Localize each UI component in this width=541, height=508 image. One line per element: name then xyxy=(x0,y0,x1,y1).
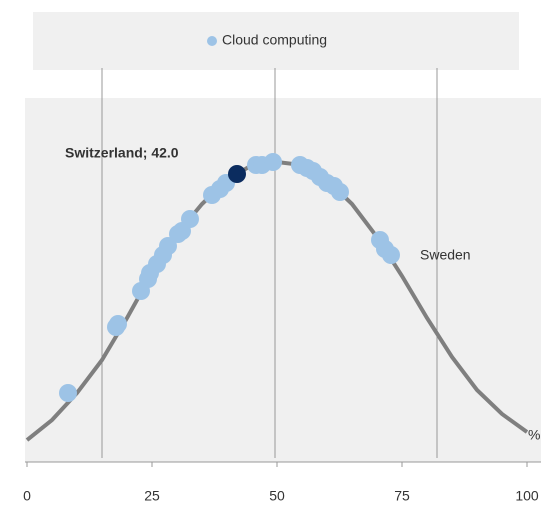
x-tick-label: 25 xyxy=(144,488,160,504)
annotation: Sweden xyxy=(420,247,471,263)
point xyxy=(331,183,349,201)
plot-area xyxy=(25,98,541,462)
annotation: Switzerland; 42.0 xyxy=(65,145,179,161)
point xyxy=(109,315,127,333)
x-axis-label: % xyxy=(528,427,540,443)
point xyxy=(181,210,199,228)
point xyxy=(382,246,400,264)
point xyxy=(264,153,282,171)
layer xyxy=(25,68,529,458)
legend-label: Cloud computing xyxy=(222,32,327,48)
x-tick-label: 100 xyxy=(515,488,539,504)
legend-marker xyxy=(207,36,217,46)
legend-box xyxy=(33,12,519,70)
highlight-point xyxy=(228,165,246,183)
x-tick-label: 50 xyxy=(269,488,285,504)
point xyxy=(59,384,77,402)
x-tick-label: 0 xyxy=(23,488,31,504)
point xyxy=(159,237,177,255)
x-tick-label: 75 xyxy=(394,488,410,504)
